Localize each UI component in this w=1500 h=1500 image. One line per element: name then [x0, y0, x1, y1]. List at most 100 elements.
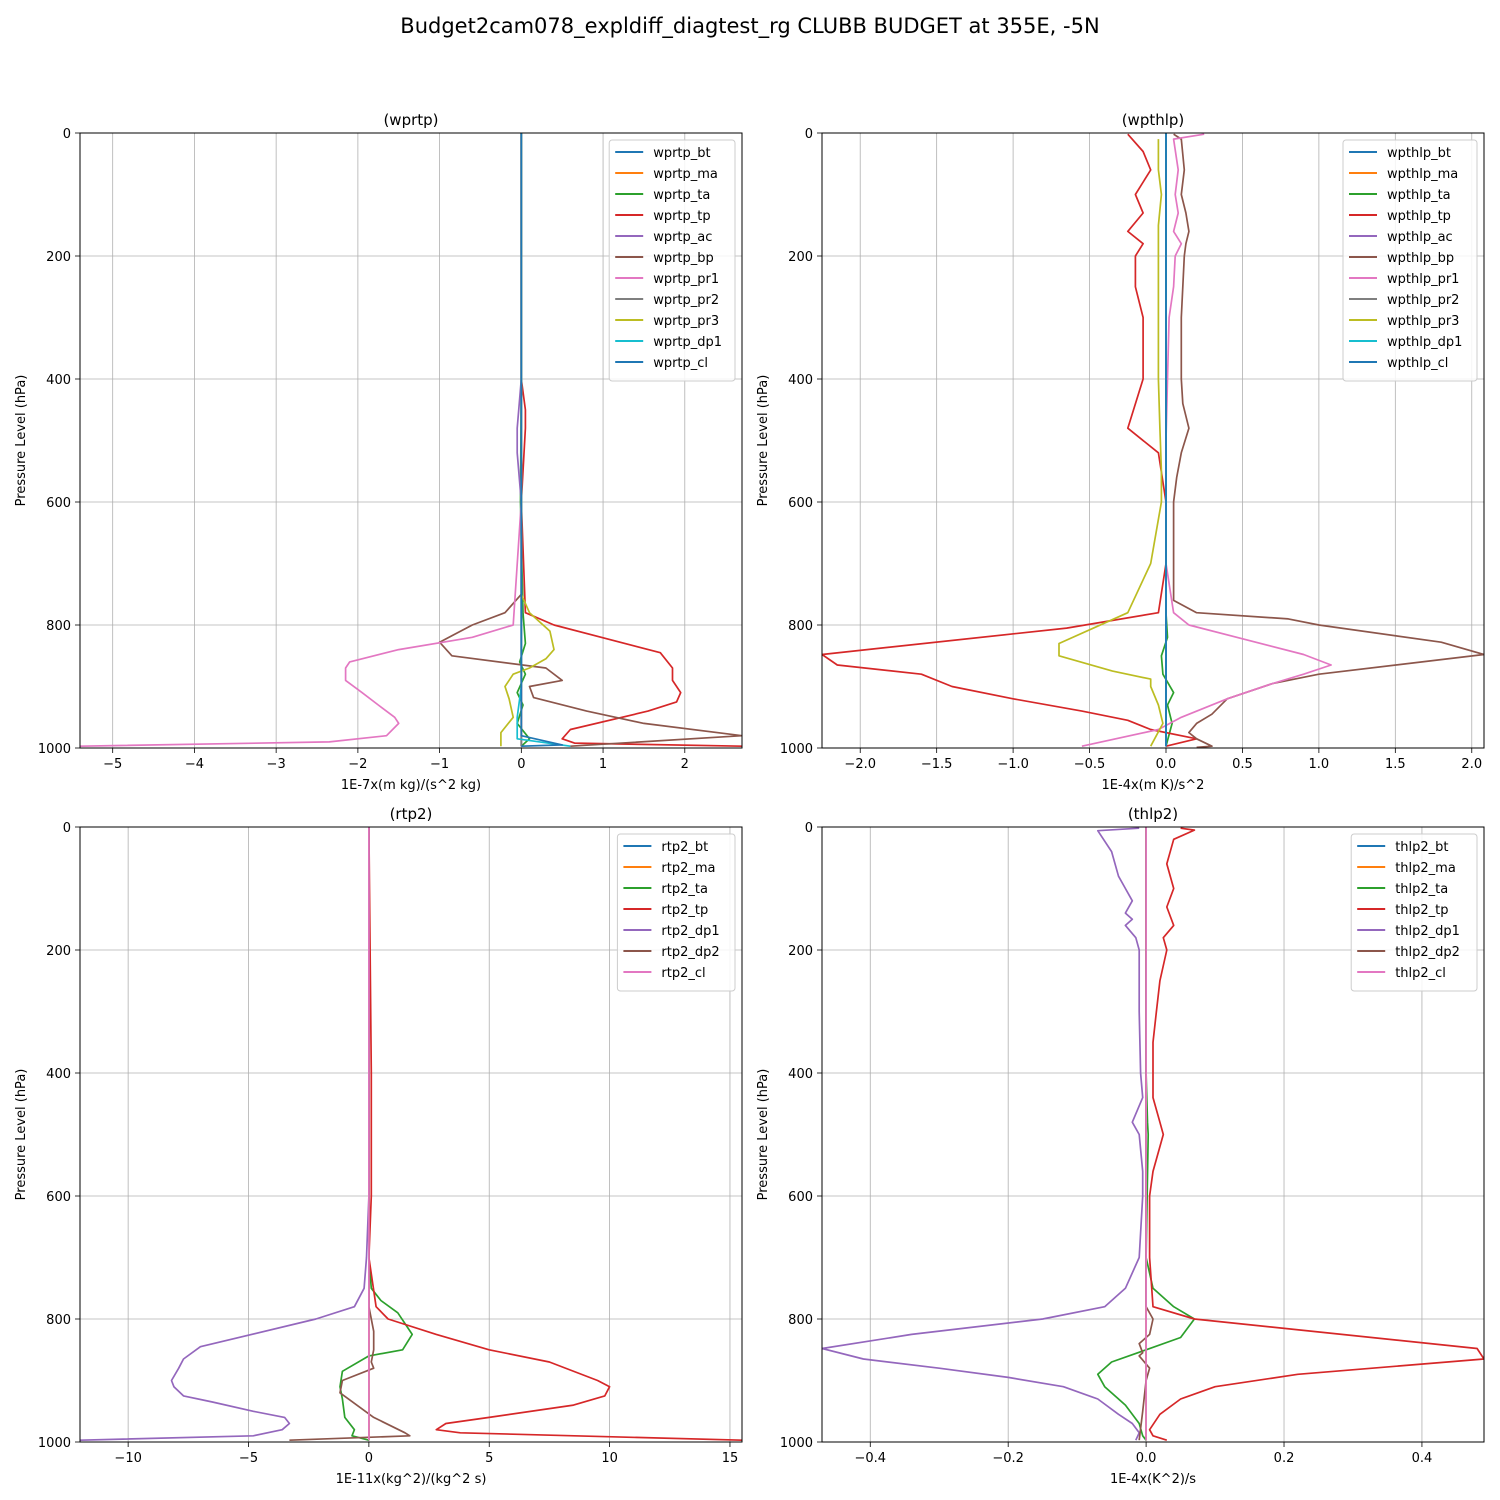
y-tick-label: 0: [805, 821, 813, 836]
y-tick-label: 600: [46, 496, 71, 511]
series-line-wpthlp_pr1: [1081, 133, 1332, 748]
legend: wprtp_bt wprtp_ma wprtp_ta wprtp_tp wprtp_ac…: [608, 139, 736, 382]
legend-label-wpthlp_pr3: wpthlp_pr3: [1387, 314, 1459, 329]
legend-label-wpthlp_cl: wpthlp_cl: [1387, 356, 1448, 371]
legend-label-rtp2_tp: rtp2_tp: [661, 903, 708, 918]
legend-label-rtp2_dp1: rtp2_dp1: [661, 924, 719, 939]
subplot-title: (wpthlp): [1122, 111, 1185, 129]
figure-title: Budget2cam078_expldiff_diagtest_rg CLUBB…: [400, 14, 1100, 38]
x-tick-label: −10: [114, 1451, 141, 1466]
y-tick-label: 0: [63, 127, 71, 142]
y-tick-label: 600: [788, 1190, 813, 1205]
legend-label-wpthlp_ac: wpthlp_ac: [1387, 230, 1453, 245]
series-line-rtp2_ta: [339, 827, 414, 1442]
series-line-wprtp_pr3: [500, 133, 555, 747]
legend-label-wprtp_ta: wprtp_ta: [653, 188, 710, 203]
y-tick-label: 400: [46, 373, 71, 388]
x-tick-label: −0.4: [854, 1451, 886, 1466]
series-line-rtp2_dp2: [289, 827, 411, 1442]
y-tick-label: 400: [788, 373, 813, 388]
y-axis-label: Pressure Level (hPa): [756, 375, 771, 507]
x-tick-label: −1.0: [997, 757, 1029, 772]
x-tick-label: 0: [517, 757, 525, 772]
legend: wpthlp_bt wpthlp_ma wpthlp_ta wpthlp_tpwpth…: [1342, 139, 1478, 382]
legend-label-thlp2_tp: thlp2_tp: [1395, 903, 1448, 918]
series-line-wpthlp_bp: [1172, 133, 1484, 748]
legend: thlp2_bt thlp2_ma thlp2_ta thlp2_tp thlp2_dp…: [1350, 833, 1478, 992]
series-line-wprtp_pr1: [80, 133, 523, 748]
x-tick-label: −1: [430, 757, 449, 772]
series-line-thlp2_ta: [1096, 827, 1196, 1441]
x-tick-label: 2: [681, 757, 689, 772]
series-line-wpthlp_pr3: [1058, 139, 1164, 747]
x-tick-label: 0.0: [1156, 757, 1177, 772]
series-line-thlp2_dp2: [1138, 827, 1154, 1441]
series-group: [80, 827, 742, 1442]
legend-label-rtp2_ta: rtp2_ta: [661, 882, 708, 897]
legend-label-rtp2_bt: rtp2_bt: [661, 840, 708, 855]
y-tick-label: 0: [63, 821, 71, 836]
legend-label-wprtp_pr3: wprtp_pr3: [653, 314, 719, 329]
x-tick-label: 10: [601, 1451, 618, 1466]
legend-label-thlp2_cl: thlp2_cl: [1395, 966, 1446, 981]
x-tick-label: 1: [599, 757, 607, 772]
x-tick-label: 1.5: [1385, 757, 1406, 772]
x-axis-label: 1E-11x(kg^2)/(kg^2 s): [336, 1472, 487, 1487]
series-line-wprtp_bp: [438, 133, 742, 748]
y-tick-label: 400: [46, 1067, 71, 1082]
legend-label-wpthlp_pr2: wpthlp_pr2: [1387, 293, 1459, 308]
y-axis-label: Pressure Level (hPa): [756, 1069, 771, 1201]
y-tick-label: 600: [46, 1190, 71, 1205]
y-tick-label: 200: [788, 250, 813, 265]
legend-label-thlp2_ta: thlp2_ta: [1395, 882, 1448, 897]
legend-label-wpthlp_ma: wpthlp_ma: [1387, 167, 1458, 182]
x-tick-label: 2.0: [1461, 757, 1482, 772]
series-line-wprtp_cl: [520, 133, 564, 748]
legend-label-rtp2_ma: rtp2_ma: [661, 861, 715, 876]
y-tick-label: 1000: [780, 742, 813, 757]
x-tick-label: 0.4: [1412, 1451, 1433, 1466]
subplot-0: −5 −4 −3 −2 −1 0 1 2 0 200 400 600 800 1000 (wprtp) 1E-…: [14, 111, 743, 793]
y-tick-label: 400: [788, 1067, 813, 1082]
subplot-3: −0.4 −0.2 0.0 0.2 0.4 0 200 400 600 800 1000 (thlp2…: [756, 805, 1485, 1487]
subplot-1: −2.0 −1.5 −1.0 −0.5 0.0 0.5 1.0 1.5 2.0 0 200 400 60…: [756, 111, 1485, 793]
x-tick-label: −1.5: [921, 757, 953, 772]
y-tick-label: 1000: [38, 1436, 71, 1451]
axes-frame: [79, 826, 743, 1443]
legend-label-thlp2_ma: thlp2_ma: [1395, 861, 1456, 876]
series-line-rtp2_dp1: [80, 827, 370, 1442]
legend-label-rtp2_cl: rtp2_cl: [661, 966, 705, 981]
legend-label-wprtp_ma: wprtp_ma: [653, 167, 718, 182]
axes-frame: [821, 826, 1485, 1443]
series-line-wpthlp_tp: [822, 133, 1198, 748]
legend-label-wprtp_dp1: wprtp_dp1: [653, 335, 722, 350]
series-line-wpthlp_ta: [1160, 133, 1175, 747]
x-tick-label: 0: [365, 1451, 373, 1466]
x-tick-label: −2: [348, 757, 367, 772]
y-tick-label: 600: [788, 496, 813, 511]
x-tick-label: −0.2: [992, 1451, 1024, 1466]
x-tick-label: −0.5: [1074, 757, 1106, 772]
x-tick-label: −3: [267, 757, 286, 772]
x-tick-label: 5: [485, 1451, 493, 1466]
series-line-thlp2_dp1: [822, 827, 1144, 1441]
y-tick-label: 1000: [38, 742, 71, 757]
y-axis-label: Pressure Level (hPa): [14, 375, 29, 507]
x-tick-label: 0.2: [1274, 1451, 1295, 1466]
legend-label-wpthlp_pr1: wpthlp_pr1: [1387, 272, 1459, 287]
legend-label-thlp2_dp2: thlp2_dp2: [1395, 945, 1460, 960]
series-line-thlp2_tp: [1148, 827, 1484, 1442]
legend-label-wprtp_bp: wprtp_bp: [653, 251, 714, 266]
y-tick-label: 800: [788, 1313, 813, 1328]
legend-label-thlp2_bt: thlp2_bt: [1395, 840, 1448, 855]
y-tick-label: 800: [788, 619, 813, 634]
axes-frame: [79, 132, 743, 749]
axes-frame: [821, 132, 1485, 749]
x-tick-label: −4: [185, 757, 204, 772]
series-line-wprtp_ta: [516, 133, 531, 747]
y-axis-label: Pressure Level (hPa): [14, 1069, 29, 1201]
x-tick-label: −5: [103, 757, 122, 772]
x-tick-label: −2.0: [844, 757, 876, 772]
subplot-title: (wprtp): [383, 111, 438, 129]
